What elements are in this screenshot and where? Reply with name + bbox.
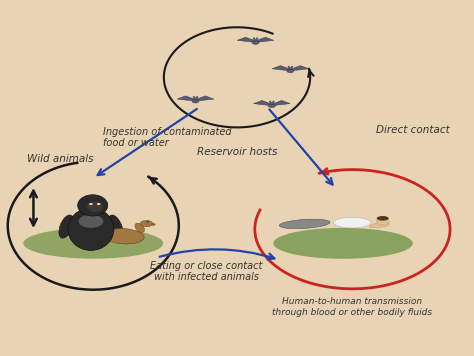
Ellipse shape: [252, 41, 259, 44]
Ellipse shape: [97, 203, 100, 205]
Ellipse shape: [256, 38, 258, 39]
Ellipse shape: [147, 221, 148, 222]
Ellipse shape: [334, 217, 371, 228]
Text: Reservoir hosts: Reservoir hosts: [197, 147, 277, 157]
Polygon shape: [272, 66, 291, 71]
Ellipse shape: [59, 215, 73, 238]
Polygon shape: [177, 96, 195, 101]
Ellipse shape: [151, 223, 155, 226]
Ellipse shape: [288, 66, 290, 68]
Ellipse shape: [369, 222, 389, 228]
Ellipse shape: [253, 38, 255, 39]
Ellipse shape: [273, 101, 274, 103]
Ellipse shape: [89, 203, 93, 205]
Ellipse shape: [109, 215, 123, 238]
Text: Direct contact: Direct contact: [376, 125, 450, 135]
Ellipse shape: [87, 201, 103, 212]
Ellipse shape: [292, 66, 293, 68]
Ellipse shape: [254, 39, 257, 41]
Text: Human-to-human transmission
through blood or other bodily fluids: Human-to-human transmission through bloo…: [273, 297, 432, 316]
Ellipse shape: [23, 228, 163, 259]
Polygon shape: [291, 66, 309, 71]
Polygon shape: [237, 37, 255, 42]
Ellipse shape: [269, 101, 271, 103]
Ellipse shape: [194, 98, 197, 100]
Ellipse shape: [193, 96, 194, 98]
Ellipse shape: [273, 228, 413, 259]
Ellipse shape: [268, 104, 275, 108]
Polygon shape: [255, 37, 274, 42]
Polygon shape: [254, 100, 272, 106]
Ellipse shape: [287, 69, 294, 73]
Ellipse shape: [376, 217, 389, 225]
Ellipse shape: [196, 96, 198, 98]
Ellipse shape: [68, 208, 114, 250]
Ellipse shape: [289, 67, 292, 70]
Ellipse shape: [79, 215, 103, 228]
Ellipse shape: [104, 229, 144, 244]
Ellipse shape: [135, 223, 145, 232]
Ellipse shape: [377, 216, 389, 221]
Text: Wild animals: Wild animals: [27, 153, 94, 163]
Polygon shape: [195, 96, 214, 101]
Text: Ingestion of contaminated
food or water: Ingestion of contaminated food or water: [103, 127, 231, 148]
Ellipse shape: [270, 102, 273, 105]
Ellipse shape: [192, 99, 199, 103]
Text: Eating or close contact
with infected animals: Eating or close contact with infected an…: [150, 261, 263, 282]
Polygon shape: [272, 100, 290, 106]
Ellipse shape: [78, 195, 108, 216]
Ellipse shape: [140, 220, 153, 227]
Ellipse shape: [279, 219, 330, 229]
